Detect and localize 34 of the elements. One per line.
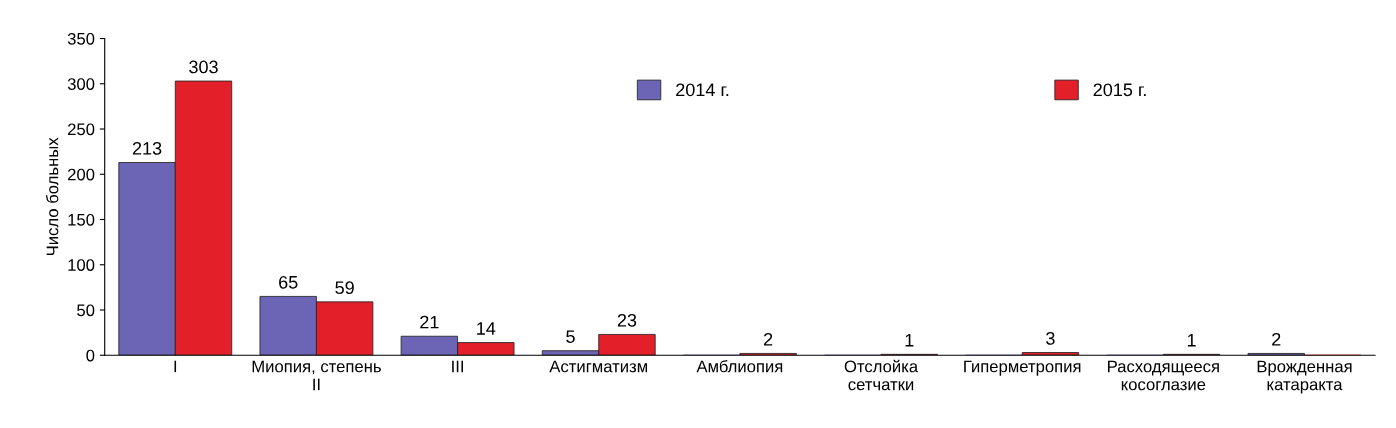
x-tick-label: I	[174, 360, 177, 373]
y-tick-label: 100	[68, 259, 95, 271]
data-label: 14	[477, 322, 496, 335]
x-tick-label: Расходящееся косоглазие	[1108, 360, 1219, 391]
data-label: 1	[1187, 334, 1196, 347]
data-label: 2	[764, 332, 773, 346]
y-tick-label: 250	[68, 123, 95, 136]
data-label: 5	[566, 330, 575, 343]
data-label: 23	[617, 313, 637, 327]
bar	[1021, 352, 1080, 356]
x-tick-label: Миопия, степень II	[252, 360, 381, 391]
data-label: 213	[132, 141, 162, 155]
x-tick-label: Гиперметропия	[964, 360, 1081, 376]
y-tick-label: 150	[68, 213, 95, 226]
y-tick-label: 200	[68, 168, 95, 181]
x-tick-label: III	[452, 360, 463, 373]
x-tick-label: Астигматизм	[549, 360, 648, 373]
x-tick-label: Амблиопия	[696, 359, 783, 373]
data-label: 65	[279, 275, 298, 289]
data-label: 3	[1046, 332, 1055, 345]
data-label: 303	[189, 60, 218, 74]
legend-label: 2014 г.	[676, 83, 729, 97]
legend-label: 2015 г.	[1093, 83, 1146, 97]
y-tick-label: 50	[77, 304, 95, 317]
y-tick-label: 0	[86, 349, 95, 362]
data-label: 1	[905, 334, 914, 347]
x-tick-label: Врожденная катаракта	[1257, 360, 1352, 394]
y-axis-title: Число больных	[45, 137, 59, 256]
data-label: 21	[420, 315, 439, 329]
data-label: 2	[1272, 332, 1281, 346]
data-label: 59	[335, 281, 354, 295]
x-tick-label: Отслойка сетчатки	[844, 359, 919, 391]
y-tick-label: 350	[67, 32, 95, 45]
y-tick-label: 300	[67, 78, 95, 90]
